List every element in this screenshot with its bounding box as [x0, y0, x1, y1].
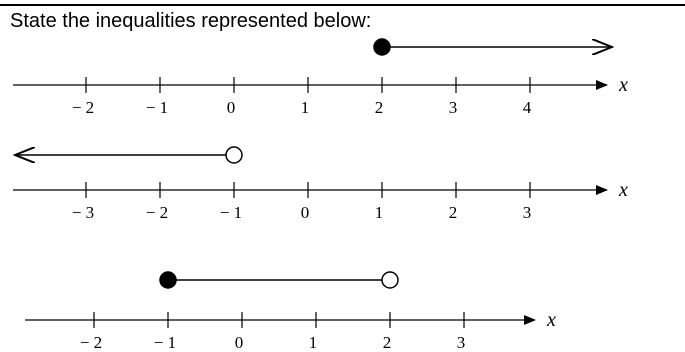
tick-label: 0 — [235, 333, 244, 352]
tick-label: 2 — [375, 98, 384, 117]
open-endpoint — [381, 271, 399, 289]
tick-label: − 1 — [146, 98, 168, 117]
axis-variable-label: x — [546, 309, 556, 331]
tick-label: 3 — [457, 333, 466, 352]
tick-label: − 2 — [72, 98, 94, 117]
open-endpoint — [225, 146, 243, 164]
closed-endpoint — [159, 271, 177, 289]
tick-label: 4 — [523, 98, 532, 117]
tick-label: − 2 — [80, 333, 102, 352]
closed-endpoint — [373, 38, 391, 56]
tick-label: 3 — [449, 98, 458, 117]
number-line-1: x − 2 − 1 0 1 2 3 4 — [13, 38, 628, 117]
axis-variable-label: x — [618, 179, 628, 201]
tick-label: − 1 — [154, 333, 176, 352]
axis-variable-label: x — [618, 74, 628, 96]
top-rule — [0, 4, 685, 6]
tick-label: 0 — [301, 203, 310, 222]
tick-label: 2 — [383, 333, 392, 352]
tick-label: 1 — [301, 98, 310, 117]
tick-label: − 1 — [220, 203, 242, 222]
tick-label: 0 — [227, 98, 236, 117]
tick-label: 2 — [449, 203, 458, 222]
tick-label: 1 — [309, 333, 318, 352]
tick-label: 1 — [375, 203, 384, 222]
tick-label: 3 — [523, 203, 532, 222]
number-line-2: x − 3 − 2 − 1 0 1 2 3 — [13, 146, 628, 222]
tick-label: − 2 — [146, 203, 168, 222]
question-prompt: State the inequalities represented below… — [10, 10, 372, 32]
number-line-3: x − 2 − 1 0 1 2 3 — [25, 271, 556, 352]
tick-label: − 3 — [72, 203, 94, 222]
